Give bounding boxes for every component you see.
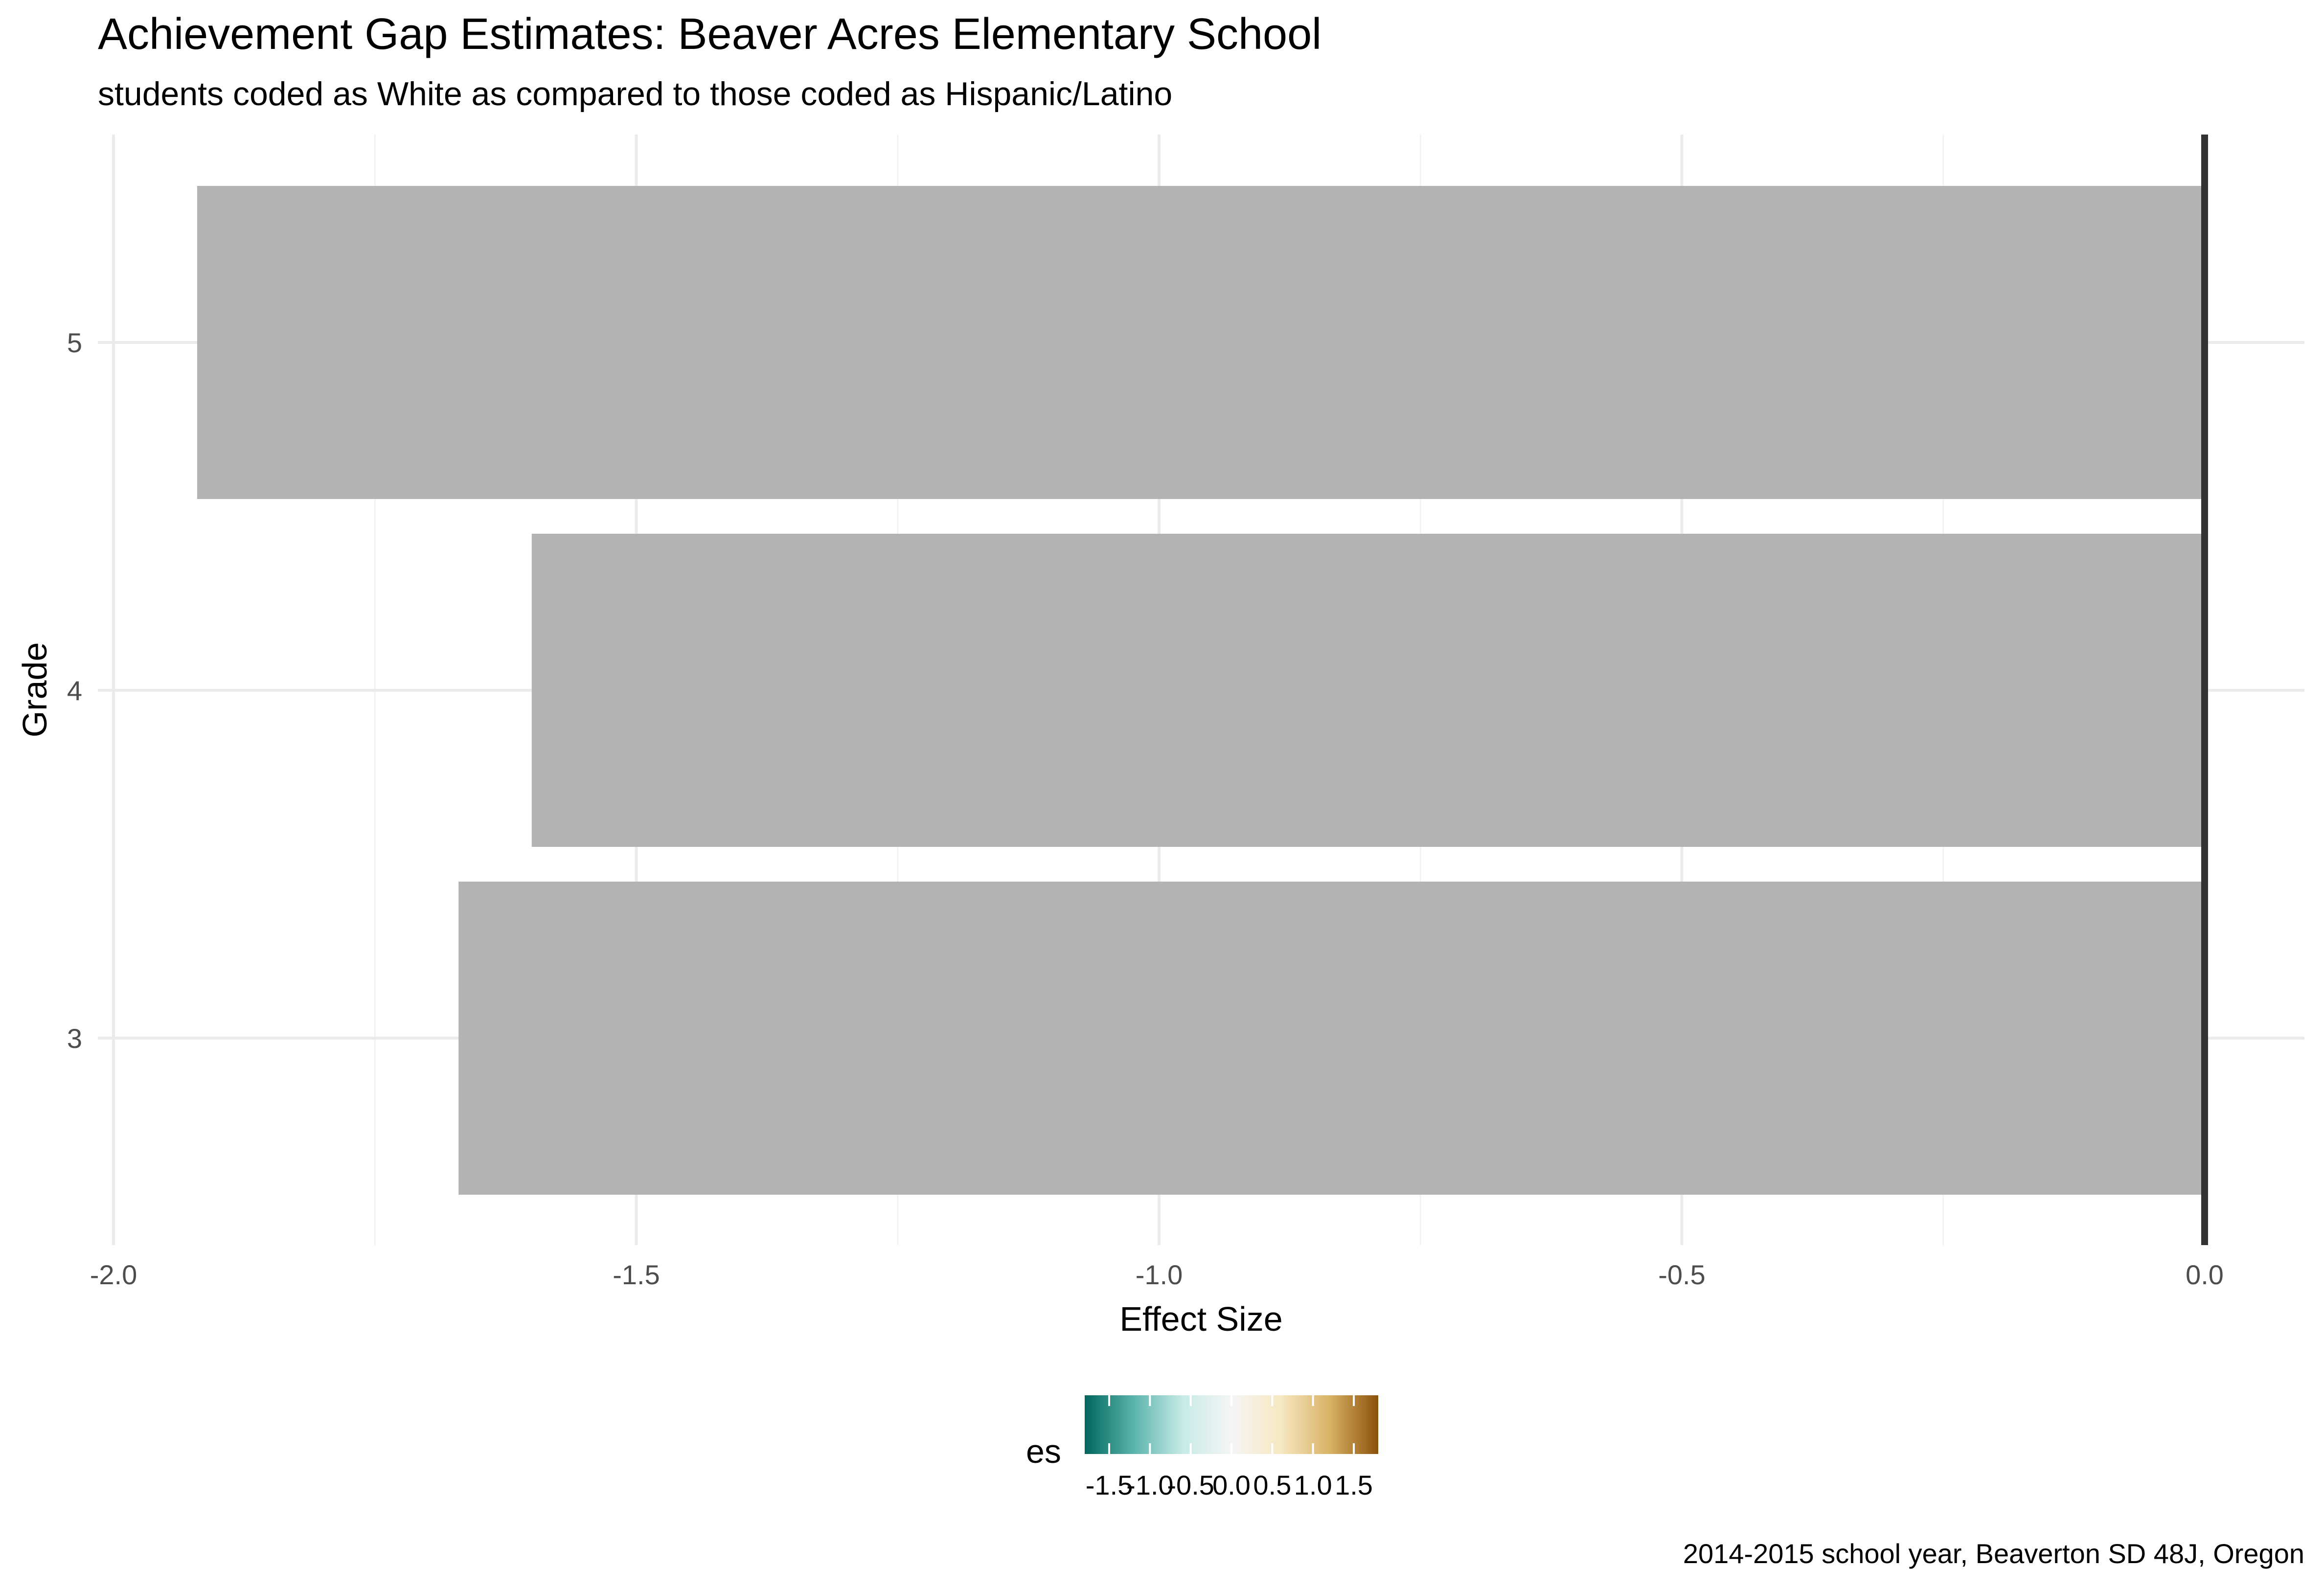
bars	[197, 186, 2205, 1195]
y-tick-label: 4	[67, 675, 82, 706]
chart-title: Achievement Gap Estimates: Beaver Acres …	[98, 10, 1321, 59]
x-tick-label: -0.5	[1658, 1259, 1706, 1290]
legend-tick-label: 0.0	[1212, 1470, 1251, 1500]
legend-tick-label: 1.5	[1335, 1470, 1373, 1500]
chart-subtitle: students coded as White as compared to t…	[98, 75, 1172, 113]
y-tick-label: 5	[67, 327, 82, 358]
y-axis-ticks: 3 4 5	[67, 327, 82, 1054]
legend-tick-label: -1.5	[1086, 1470, 1133, 1500]
legend-tick-label: -0.5	[1167, 1470, 1214, 1500]
legend-tick-label: -1.0	[1126, 1470, 1174, 1500]
chart-caption: 2014-2015 school year, Beaverton SD 48J,…	[1683, 1538, 2304, 1569]
y-axis-title: Grade	[16, 642, 54, 738]
legend-tick-label: 1.0	[1294, 1470, 1332, 1500]
x-tick-label: -2.0	[90, 1259, 137, 1290]
x-tick-label: 0.0	[2186, 1259, 2224, 1290]
legend-title: es	[1026, 1433, 1061, 1470]
legend-ticks: -1.5-1.0-0.50.0 0.5 1.0 1.5	[1086, 1395, 1373, 1500]
x-axis-title: Effect Size	[1119, 1300, 1282, 1338]
x-tick-label: -1.5	[613, 1259, 660, 1290]
color-legend: es -1.5-1.0-0.50.0 0.5 1.0 1.5	[1026, 1395, 1378, 1500]
bar-grade-5	[197, 186, 2205, 499]
bar-grade-4	[531, 534, 2205, 847]
y-tick-label: 3	[67, 1023, 82, 1054]
x-axis-ticks: -2.0 -1.5 -1.0 -0.5 0.0	[90, 1259, 2224, 1290]
plot-panel	[98, 135, 2304, 1245]
legend-tick-label: 0.5	[1253, 1470, 1291, 1500]
bar-grade-3	[458, 882, 2205, 1195]
x-tick-label: -1.0	[1136, 1259, 1183, 1290]
